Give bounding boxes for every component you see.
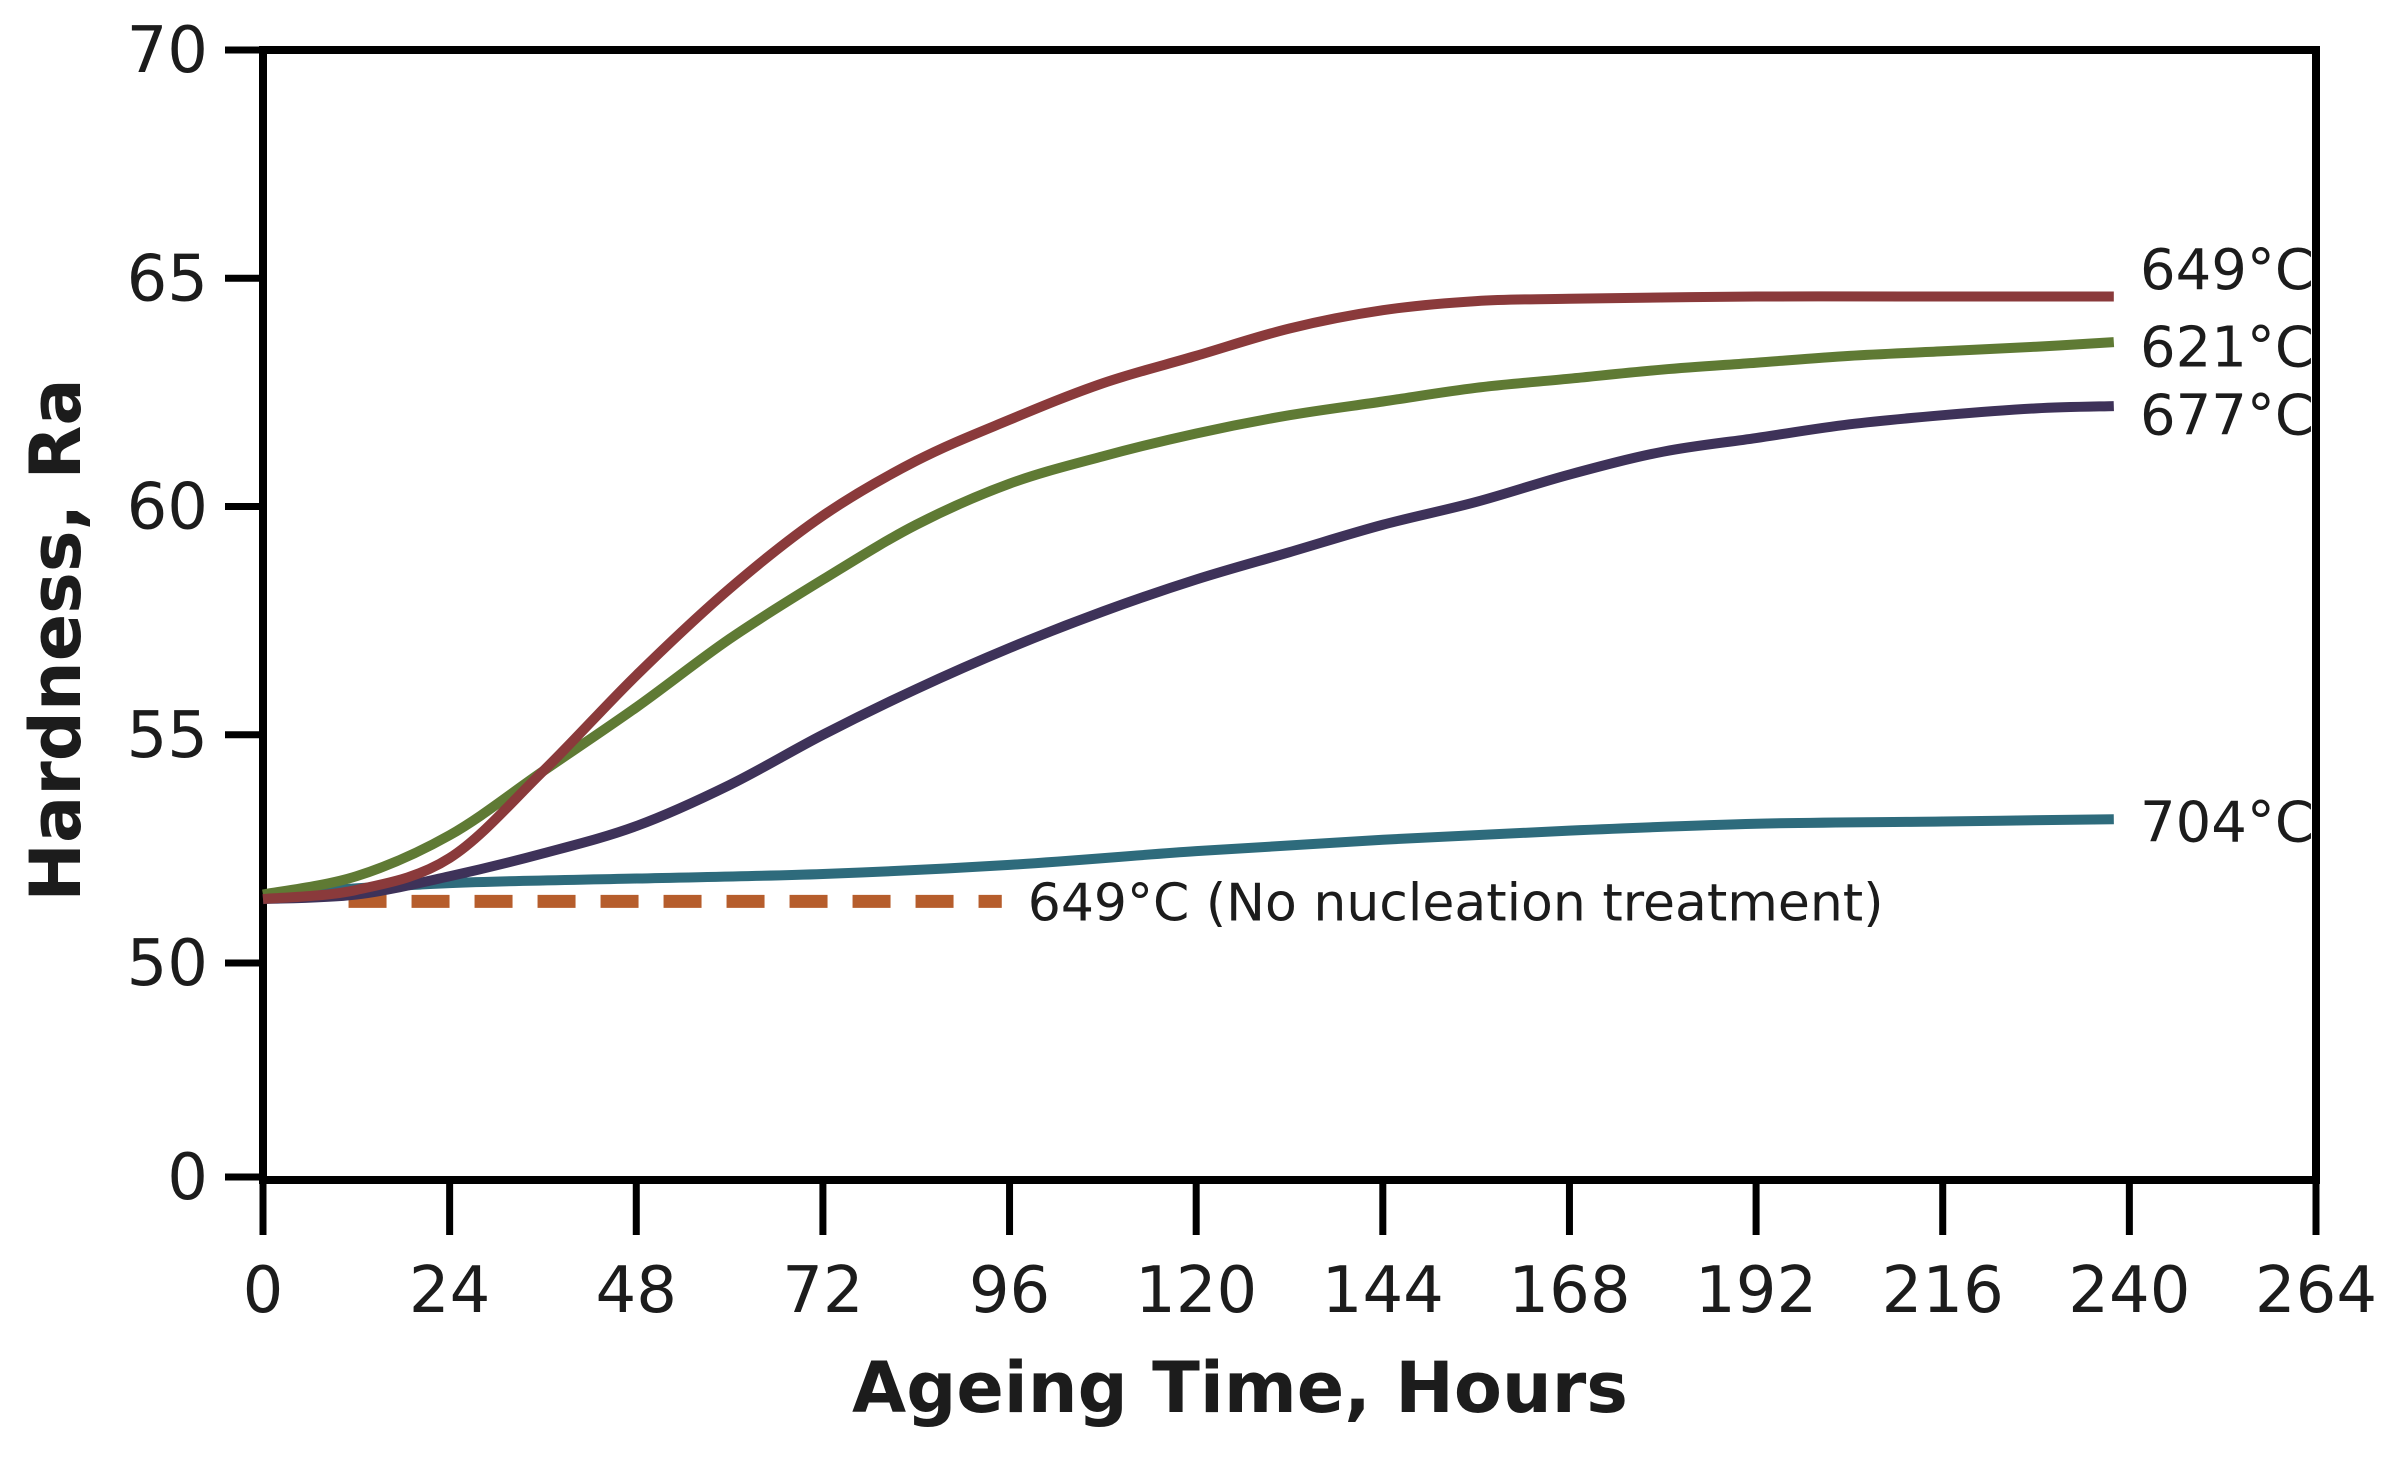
curve-label-649-c: 649°C xyxy=(2140,238,2314,303)
curve-label-677-c: 677°C xyxy=(2140,384,2314,449)
x-tick-label: 168 xyxy=(1508,1254,1630,1328)
y-tick-label: 0 xyxy=(167,1141,208,1215)
y-tick-label: 60 xyxy=(127,471,208,545)
curve-649-c xyxy=(262,291,2114,905)
x-tick-label: 0 xyxy=(243,1254,284,1328)
x-tick-label: 192 xyxy=(1695,1254,1817,1328)
x-axis-title: Ageing Time, Hours xyxy=(852,1347,1628,1429)
x-tick-label: 216 xyxy=(1882,1254,2004,1328)
y-tick-label: 55 xyxy=(127,699,208,773)
x-tick-label: 264 xyxy=(2255,1254,2377,1328)
y-axis-title: Hardness, Ra xyxy=(15,378,97,901)
y-axis-ticks: 0 50 55 60 65 70 xyxy=(127,14,263,1215)
data-curves xyxy=(262,291,2115,908)
y-tick-label: 50 xyxy=(127,927,208,1001)
x-tick-label: 144 xyxy=(1322,1254,1444,1328)
plot-frame xyxy=(259,46,2320,1184)
x-axis-ticks: 0 24 48 72 96 120 144 168 192 216 240 264 xyxy=(243,1180,2377,1328)
y-tick-label: 65 xyxy=(127,242,208,316)
x-tick-label: 240 xyxy=(2068,1254,2190,1328)
curve-677-c xyxy=(262,401,2114,905)
x-tick-label: 120 xyxy=(1135,1254,1257,1328)
curve-label-704-c: 704°C xyxy=(2140,791,2314,856)
curve-label-621-c: 621°C xyxy=(2140,316,2314,381)
annotation-no-nucleation: 649°C (No nucleation treatment) xyxy=(1028,873,1884,933)
curve-704-c xyxy=(262,814,2114,900)
x-tick-label: 96 xyxy=(969,1254,1050,1328)
x-tick-label: 72 xyxy=(782,1254,863,1328)
y-tick-label: 70 xyxy=(127,14,208,88)
x-tick-label: 48 xyxy=(596,1254,677,1328)
x-tick-label: 24 xyxy=(409,1254,490,1328)
